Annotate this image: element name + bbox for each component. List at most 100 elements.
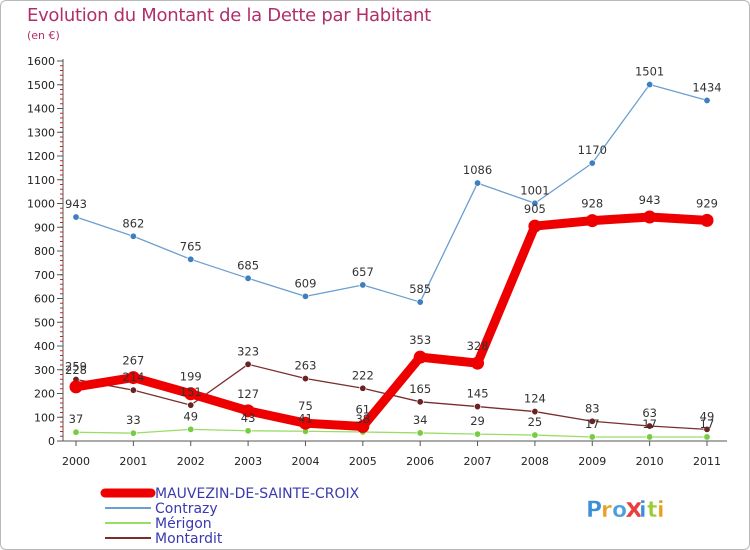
series-line-mauvezin-de-sainte-croix [71, 212, 712, 432]
data-label: 29 [470, 414, 485, 428]
y-tick-label: 300 [34, 364, 55, 377]
legend-label: MAUVEZIN-DE-SAINTE-CROIX [155, 486, 360, 502]
x-tick-label: 2011 [693, 455, 721, 468]
data-point [643, 210, 657, 224]
data-point [588, 433, 596, 441]
series-layer [69, 81, 714, 441]
data-label: 323 [237, 344, 259, 358]
legend-label: Contrazy [155, 501, 218, 517]
x-tick-label: 2003 [234, 455, 262, 468]
data-label: 862 [122, 216, 144, 230]
data-point [703, 425, 711, 433]
data-label: 609 [294, 276, 316, 290]
data-label: 943 [65, 197, 87, 211]
data-label: 17 [700, 417, 715, 431]
logo-letter: i [657, 498, 665, 523]
data-label: 38 [355, 412, 370, 426]
proxiti-logo: Pr oxi t i [586, 491, 665, 525]
data-label: 1501 [635, 65, 664, 79]
series-line-contrazy [75, 83, 708, 303]
y-tick-label: 1000 [27, 198, 55, 211]
data-label: 34 [413, 413, 428, 427]
chart-title: Evolution du Montant de la Dette par Hab… [27, 5, 431, 26]
data-label: 222 [352, 368, 374, 382]
data-label: 49 [183, 409, 198, 423]
data-label: 75 [298, 399, 313, 413]
x-tick-label: 2002 [177, 455, 205, 468]
data-labels: 943 862 765 685 609 657 585 1086 1001 1170 1501 143… [65, 65, 722, 431]
data-point [646, 422, 654, 430]
data-point [187, 425, 195, 433]
legend: MAUVEZIN-DE-SAINTE-CROIXContrazyMérigonM… [100, 486, 360, 547]
data-label: 17 [642, 417, 657, 431]
series-line-mérigon [75, 428, 708, 438]
data-point [359, 384, 367, 392]
data-label: 657 [352, 265, 374, 279]
data-point [413, 350, 427, 364]
data-point [244, 274, 252, 282]
y-tick-label: 700 [34, 269, 55, 282]
data-label: 41 [298, 411, 313, 425]
data-point [298, 416, 312, 430]
y-tick-label: 800 [34, 245, 55, 258]
data-point [184, 387, 198, 401]
data-label: 1001 [520, 183, 549, 197]
y-tick-label: 400 [34, 340, 55, 353]
x-tick-label: 2010 [636, 455, 664, 468]
data-label: 124 [524, 392, 546, 406]
data-label: 585 [409, 282, 431, 296]
logo-letter: P [586, 498, 602, 523]
data-label: 685 [237, 258, 259, 272]
x-tick-label: 2007 [464, 455, 492, 468]
data-label: 943 [639, 193, 661, 207]
data-point [187, 255, 195, 263]
data-label: 328 [467, 339, 489, 353]
data-point [588, 417, 596, 425]
data-point [416, 298, 424, 306]
data-label: 61 [355, 403, 370, 417]
logo-letter: x [625, 491, 643, 524]
data-label: 165 [409, 382, 431, 396]
data-point [301, 292, 309, 300]
chart-unit: (en €) [27, 29, 60, 42]
data-point [301, 375, 309, 383]
y-tick-label: 1100 [27, 174, 55, 187]
x-tick-label: 2008 [521, 455, 549, 468]
y-tick-label: 1300 [27, 126, 55, 139]
data-label: 765 [180, 239, 202, 253]
data-label: 43 [241, 411, 256, 425]
x-tick-label: 2009 [578, 455, 606, 468]
data-label: 1086 [463, 163, 492, 177]
data-label: 267 [122, 354, 144, 368]
logo-letter: i [639, 498, 647, 523]
axes: 0 100 200 300 400 500 600 700 800 900 1000 1100 1200… [27, 55, 727, 468]
legend-label: Montardit [155, 531, 223, 547]
data-label: 199 [180, 370, 202, 384]
data-label: 928 [581, 197, 603, 211]
data-point [359, 281, 367, 289]
data-label: 263 [294, 359, 316, 373]
data-point [703, 96, 711, 104]
data-point [528, 219, 542, 233]
data-point [244, 427, 252, 435]
data-point [69, 380, 83, 394]
data-point [129, 232, 137, 240]
x-tick-label: 2000 [62, 455, 90, 468]
y-tick-label: 1500 [27, 79, 55, 92]
data-point [356, 420, 370, 434]
x-tick-label: 2006 [406, 455, 434, 468]
logo-letter: r [601, 498, 612, 523]
y-tick-label: 100 [34, 411, 55, 424]
data-label: 63 [642, 406, 657, 420]
data-label: 1170 [578, 143, 607, 157]
logo-letter: o [612, 498, 627, 523]
data-point [474, 179, 482, 187]
data-label: 37 [69, 412, 84, 426]
data-label: 929 [696, 196, 718, 210]
data-label: 151 [180, 385, 202, 399]
data-label: 1434 [692, 80, 721, 94]
data-label: 353 [409, 333, 431, 347]
logo-letter: t [647, 498, 658, 523]
data-label: 259 [65, 359, 87, 373]
